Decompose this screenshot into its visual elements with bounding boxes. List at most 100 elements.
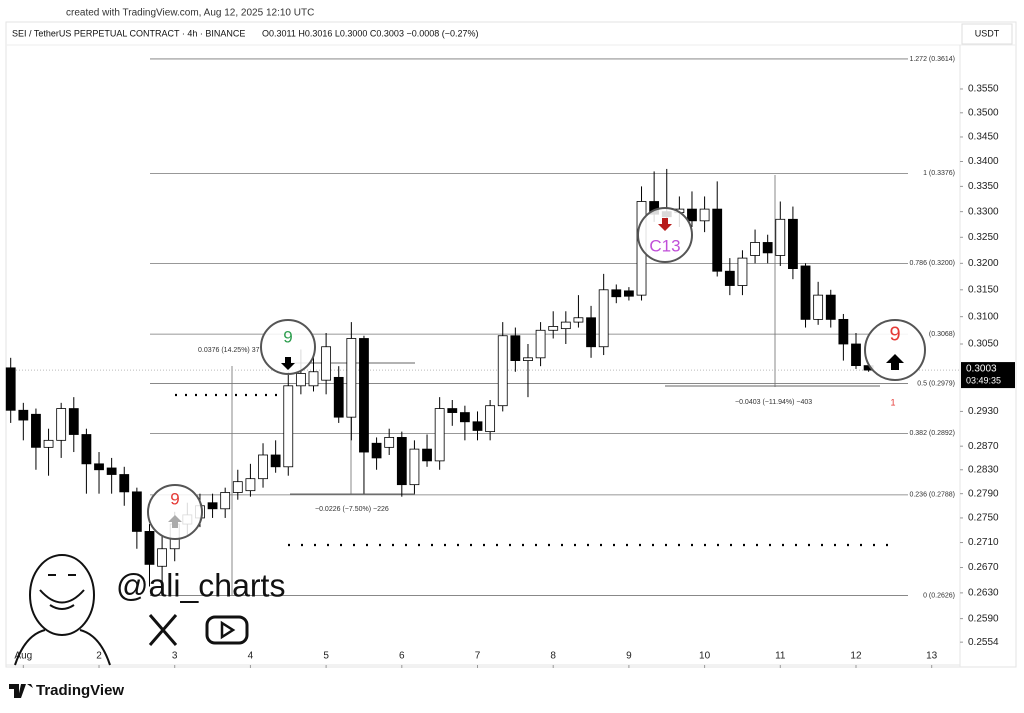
candle-body <box>245 478 256 492</box>
candle-body <box>232 481 243 493</box>
last-price-box <box>961 362 1015 389</box>
y-tick-label: 0.3200 <box>968 258 999 269</box>
candle-body <box>459 412 470 423</box>
candle-body <box>775 218 786 256</box>
y-tick-label: 0.2930 <box>968 406 999 417</box>
last-price-label: 0.3003 <box>966 364 997 375</box>
youtube-play <box>220 620 236 640</box>
candle-body <box>447 408 458 413</box>
x-logo <box>148 614 178 646</box>
candle-body <box>825 294 836 320</box>
candle-body <box>409 448 420 486</box>
candle-body <box>851 343 861 367</box>
currency: USDT <box>975 28 1000 38</box>
candle-body <box>788 218 798 269</box>
y-tick-label: 0.3450 <box>968 132 999 143</box>
y-tick-label: 0.2554 <box>968 637 999 648</box>
candle-body <box>31 413 41 448</box>
x-tick-label: 11 <box>775 651 786 662</box>
candle-body <box>598 289 609 348</box>
watermark: @ali_charts <box>116 567 285 603</box>
candle-body <box>560 321 571 330</box>
y-tick-label: 0.2630 <box>968 588 999 599</box>
measure-label: −0.0226 (−7.50%) −226 <box>315 506 389 513</box>
candle-body <box>119 474 130 493</box>
y-tick-label: 0.2710 <box>968 537 999 548</box>
candle-body <box>712 208 723 272</box>
fib-label: 0.786 (0.3200) <box>909 260 955 267</box>
x-tick-label: 12 <box>850 651 862 662</box>
candle-body <box>295 373 306 387</box>
x-tick-label: 8 <box>550 651 556 662</box>
td-arrow <box>168 515 182 528</box>
candle-body <box>573 317 584 323</box>
currency-box <box>961 23 1013 45</box>
x-tick-label: 9 <box>626 651 632 662</box>
candle-body <box>56 408 67 441</box>
x-tick-label: 13 <box>926 651 938 662</box>
brand-logo <box>9 684 33 698</box>
y-tick-label: 0.3050 <box>968 339 999 350</box>
candle-body <box>497 335 508 407</box>
y-tick-label: 0.2590 <box>968 613 999 624</box>
td-count: 1 <box>890 397 895 407</box>
fib-label: 0.236 (0.2788) <box>909 492 955 499</box>
candle-body <box>384 437 395 448</box>
candle-body <box>308 371 319 387</box>
candle-body <box>144 531 155 565</box>
candle-body <box>800 265 811 320</box>
ohlc-readout: O0.3011 H0.3016 L0.3000 C0.3003 −0.0008 … <box>262 28 479 38</box>
y-tick-label: 0.3300 <box>968 206 999 217</box>
candle-body <box>207 502 218 510</box>
td-count: 9 <box>889 323 900 345</box>
candle-body <box>396 437 407 486</box>
fib-label: 1 (0.3376) <box>923 170 955 177</box>
countdown: 03:49:35 <box>966 375 1001 385</box>
candle-body <box>321 346 332 381</box>
y-tick-label: 0.2870 <box>968 441 999 452</box>
candle-body <box>5 367 16 411</box>
td-arrow <box>658 218 672 231</box>
td-count: 9 <box>283 327 292 346</box>
fib-label: 0 (0.2626) <box>923 592 955 599</box>
y-tick-label: 0.2830 <box>968 464 999 475</box>
candle-body <box>68 408 79 435</box>
candle-body <box>724 270 735 286</box>
candle-body <box>472 421 483 431</box>
candle-body <box>43 439 54 448</box>
x-tick-label: 10 <box>699 651 711 662</box>
y-tick-label: 0.2750 <box>968 513 999 524</box>
x-tick-label: 7 <box>475 651 481 662</box>
y-tick-label: 0.3100 <box>968 311 999 322</box>
candle-body <box>737 257 748 286</box>
candle-body <box>434 408 445 462</box>
td-circle <box>260 319 316 375</box>
y-tick-label: 0.2670 <box>968 562 999 573</box>
td-circle <box>147 484 203 540</box>
fib-label: 0.382 (0.2892) <box>909 430 955 437</box>
candle-body <box>359 338 369 453</box>
y-tick-label: 0.3150 <box>968 284 999 295</box>
measure-label: −0.0403 (−11.94%) −403 <box>735 399 812 406</box>
created-note: created with TradingView.com, Aug 12, 20… <box>66 8 314 19</box>
candle-body <box>81 434 92 465</box>
chart-frame <box>5 21 1017 668</box>
candle-body <box>258 454 268 480</box>
plot-area: 0.3550 0.3500 0.3450 0.3400 0.3350 0.3300 0.32… <box>5 56 999 668</box>
fib-label: 0.5 (0.2979) <box>917 380 955 387</box>
candle-body <box>220 492 231 510</box>
candle-body <box>762 242 773 254</box>
candle-body <box>510 335 521 361</box>
x-tick-label: 3 <box>172 651 178 662</box>
y-tick-label: 0.3350 <box>968 181 999 192</box>
candle-body <box>813 294 824 320</box>
candle-body <box>371 442 382 459</box>
candle-body <box>131 491 142 532</box>
avatar <box>14 554 111 666</box>
td-circle <box>864 319 926 381</box>
x-tick-label: 5 <box>323 651 329 662</box>
brand-name: TradingView <box>36 682 124 699</box>
x-tick-label: 4 <box>248 651 254 662</box>
candle-body <box>94 463 104 471</box>
